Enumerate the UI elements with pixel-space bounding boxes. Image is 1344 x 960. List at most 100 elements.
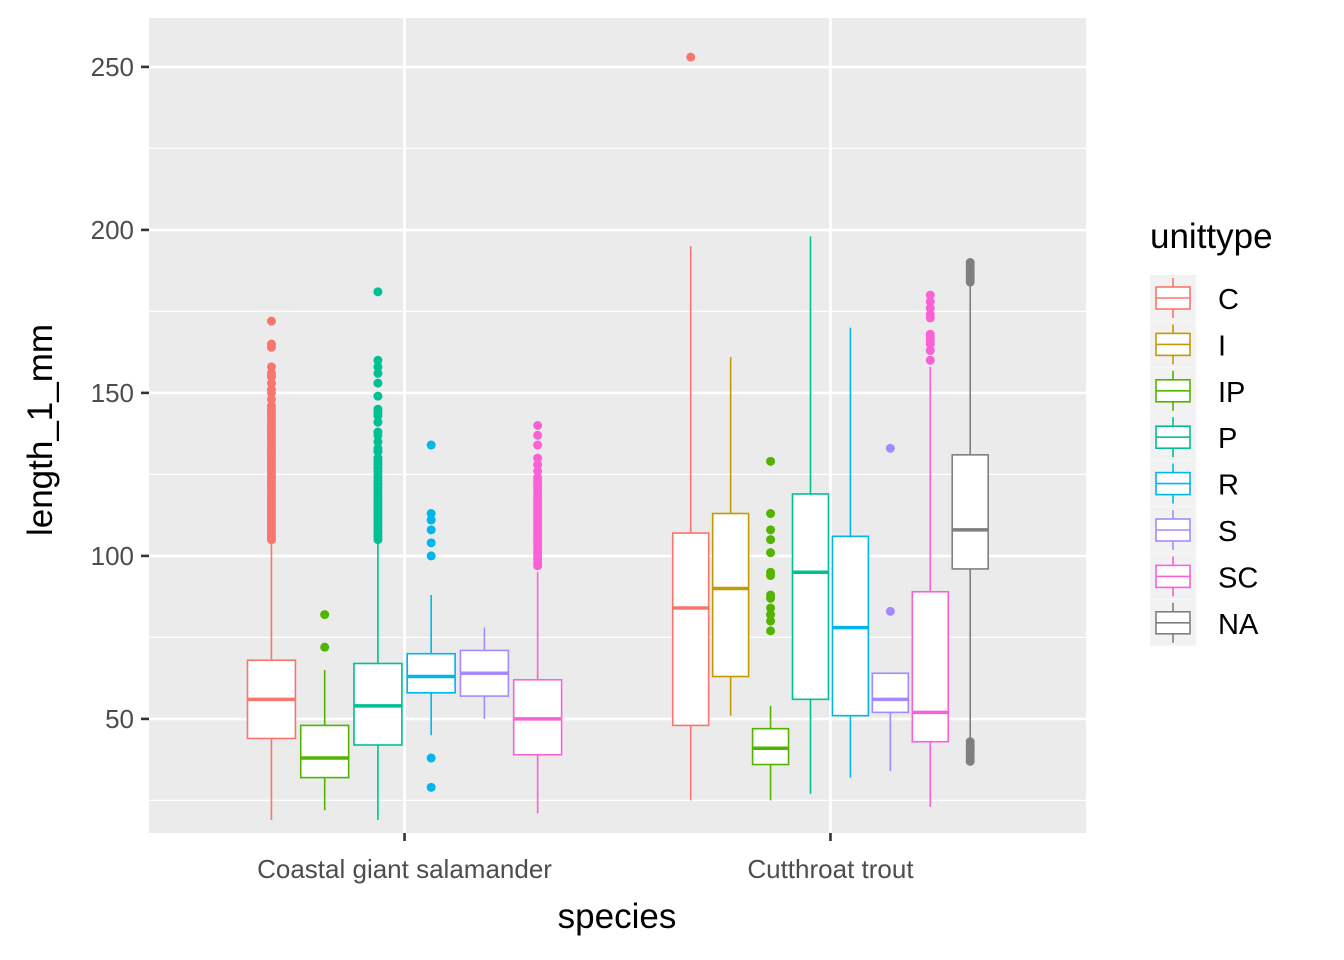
box-body [671,532,710,727]
box-P [791,236,830,794]
box-body [871,672,910,714]
outlier-point [373,362,383,372]
outlier-point [373,355,383,365]
box-S [871,443,910,772]
y-axis: 50 100 150 200 250 [91,52,149,734]
outlier-point [426,509,436,519]
outlier-point [266,362,276,372]
box-body [911,590,950,743]
legend-item-R: R [1150,460,1239,507]
outlier-point [426,538,436,548]
x-tick-label: Coastal giant salamander [257,854,552,884]
legend-label: IP [1218,377,1245,409]
legend-item-IP: IP [1150,367,1245,414]
legend-item-I: I [1150,321,1226,368]
outlier-point [925,290,935,300]
legend-label: NA [1218,609,1259,641]
legend-label: C [1218,284,1239,316]
box-I [711,357,750,716]
outlier-point [965,737,975,747]
outlier-point [766,456,776,466]
outlier-point [925,346,935,356]
outlier-point [766,603,776,613]
outlier-point [373,378,383,388]
box-layer [246,52,989,820]
outlier-point [373,437,383,447]
outlier-point [533,466,543,476]
outlier-point [373,287,383,297]
legend-item-SC: SC [1150,553,1258,600]
outlier-point [320,642,330,652]
outlier-point [925,310,935,320]
outlier-point [373,404,383,414]
outlier-point [373,453,383,463]
outlier-point [766,567,776,577]
legend-item-C: C [1150,275,1239,321]
box-P [353,287,403,820]
outlier-point [533,440,543,450]
outlier-point [426,753,436,763]
outlier-point [533,421,543,430]
legend-label: R [1218,470,1239,502]
outlier-point [266,368,276,378]
outlier-point [766,525,776,535]
box-SC [911,290,950,807]
x-tick-label: Cutthroat trout [747,854,914,884]
legend: unittype CI IP PRS SC NA [1150,217,1273,646]
outlier-point [426,551,436,561]
y-tick-label: 100 [91,541,134,571]
box-body [791,493,830,701]
outlier-point [373,417,383,427]
outlier-point [686,52,696,62]
outlier-point [266,378,276,388]
outlier-point [766,590,776,600]
outlier-point [266,401,276,411]
outlier-point [885,606,895,616]
outlier-point [533,430,543,440]
box-C [246,316,297,820]
outlier-point [925,303,935,313]
outlier-point [426,440,436,450]
box-C [671,52,710,801]
outlier-point [766,535,776,545]
y-tick-label: 50 [105,704,134,734]
x-axis-title: species [558,897,677,936]
outlier-point [533,473,543,483]
legend-label: S [1218,516,1237,548]
box-IP [299,610,350,811]
outlier-point [766,626,776,636]
box-body [299,724,350,779]
outlier-point [766,548,776,558]
outlier-point [266,394,276,404]
outlier-point [925,329,935,339]
y-tick-label: 150 [91,378,134,408]
outlier-point [766,509,776,519]
outlier-point [965,258,975,267]
outlier-point [766,610,776,620]
y-axis-title: length_1_mm [21,324,60,536]
outlier-point [266,339,276,349]
box-R [831,327,870,778]
box-IP [751,456,790,801]
legend-item-P: P [1150,414,1237,461]
legend-label: I [1218,330,1226,362]
legend-label: P [1218,423,1237,455]
outlier-point [925,297,935,307]
outlier-point [373,443,383,453]
box-body [951,454,989,570]
box-SC [512,421,563,814]
box-R [406,440,456,792]
box-body [711,512,750,678]
outlier-point [885,443,895,453]
legend-label: SC [1218,562,1258,594]
outlier-point [426,515,436,525]
outlier-point [426,782,436,792]
outlier-point [266,316,276,326]
y-tick-label: 200 [91,215,134,245]
outlier-point [373,368,383,378]
outlier-point [320,610,330,620]
legend-title: unittype [1150,217,1273,256]
outlier-point [266,385,276,395]
legend-item-S: S [1150,507,1237,553]
